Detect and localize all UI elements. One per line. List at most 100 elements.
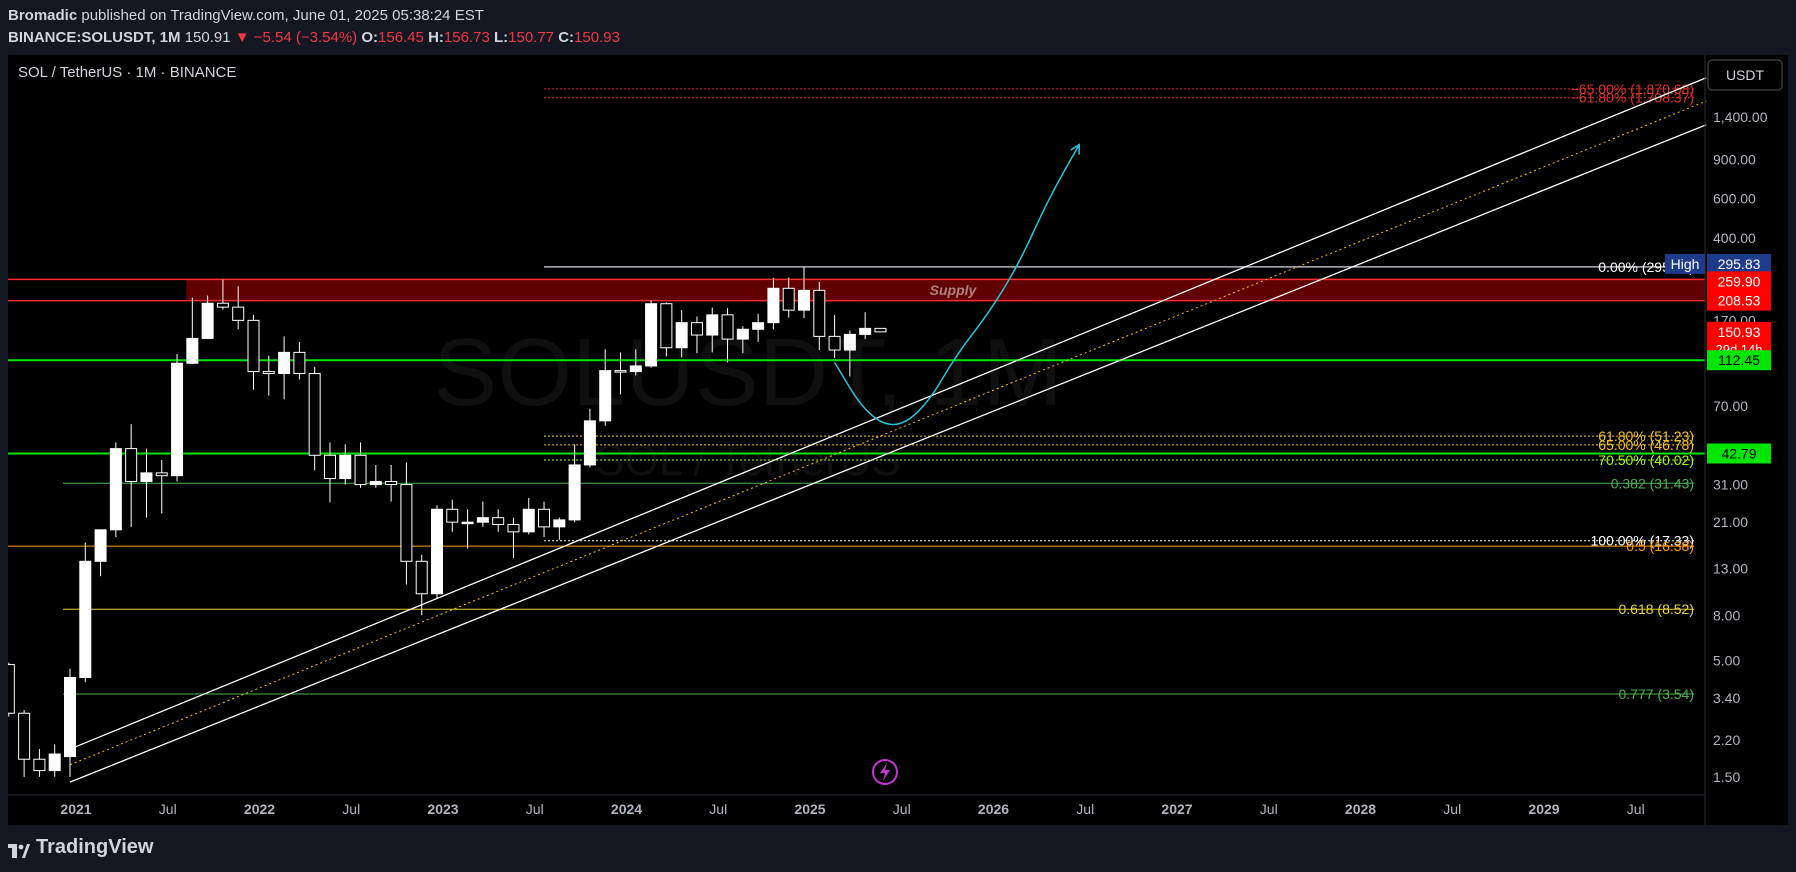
candle (2, 662, 15, 717)
candle (415, 554, 428, 616)
candle (538, 501, 551, 538)
channel-lower-line (69, 124, 1707, 783)
open-value: 156.45 (378, 29, 424, 46)
candle (446, 499, 459, 532)
chart-frame[interactable]: SOLUSDT, 1M SOL / TetherUS Supply −65.00… (2, 55, 1788, 825)
candle (369, 464, 382, 488)
time-tick-label: 2027 (1161, 801, 1192, 817)
candle-body (431, 508, 443, 595)
lightning-icon-bolt[interactable] (880, 763, 890, 781)
price-badge-tag: High (1671, 256, 1700, 272)
candle-body (369, 481, 382, 486)
price-tick-label: 600.00 (1713, 191, 1756, 207)
candle-body (155, 472, 168, 477)
candle-body (492, 517, 505, 525)
candle (660, 302, 673, 357)
candle (721, 308, 734, 363)
candle (339, 444, 352, 485)
price-tick-label: 400.00 (1713, 230, 1756, 246)
candle (125, 424, 138, 527)
candle-body (874, 327, 887, 333)
projection-arrowhead (1070, 143, 1081, 155)
candle (293, 341, 306, 380)
time-tick-label: 2025 (794, 801, 825, 817)
candle-body (247, 319, 260, 373)
candle-body (461, 521, 474, 525)
candle-body (522, 508, 535, 533)
candle (874, 327, 887, 333)
channel-mid-line (69, 100, 1707, 766)
candle-body (186, 337, 199, 364)
price-tick-label: 5.00 (1713, 653, 1740, 669)
time-tick-label: Jul (1443, 801, 1461, 817)
candle (767, 277, 780, 330)
price-badge: 259.90 (1707, 271, 1771, 292)
candle (629, 349, 642, 376)
candle (400, 462, 413, 585)
candle-body (538, 508, 551, 528)
close-value: 150.93 (574, 29, 620, 46)
candle-body (125, 448, 138, 483)
candle-body (843, 333, 856, 351)
candle (522, 497, 535, 535)
fib-label-0: −65.00% (1,870.68) (1571, 81, 1694, 97)
time-tick-label: Jul (709, 801, 727, 817)
candle (690, 316, 703, 354)
lightning-icon-ring[interactable] (872, 759, 898, 785)
candle-body (645, 303, 658, 367)
time-tick-label: Jul (1260, 801, 1278, 817)
candle-body (828, 335, 841, 351)
price-axis: 1,400.00900.00600.00400.00170.0070.0031.… (1713, 109, 1768, 785)
tradingview-logo[interactable]: TradingView (8, 836, 153, 859)
candle (782, 277, 795, 318)
lightning-icon[interactable] (872, 759, 898, 785)
fib-label-6: 100.00% (17.33) (1590, 533, 1694, 549)
supply-zone-layer: Supply (186, 279, 1705, 301)
currency-button-label[interactable]: USDT (1726, 67, 1765, 83)
currency-button[interactable]: USDT (1707, 59, 1783, 91)
author-name[interactable]: Bromadic (8, 7, 78, 24)
time-axis: 2021 Jul 2022 Jul 2023 Jul 2024 Jul 2025 Jul 2026 J… (60, 801, 1644, 817)
candle (262, 355, 275, 396)
price-badge-value: 112.45 (1718, 352, 1760, 368)
time-tick-label: Jul (342, 801, 360, 817)
candle (843, 330, 856, 377)
supply-zone (186, 279, 1705, 301)
candle (323, 442, 336, 503)
channel-layer (69, 77, 1707, 783)
candle-body (859, 327, 872, 335)
candle-body (293, 351, 306, 375)
candle-body (507, 523, 520, 533)
price-chart[interactable]: SOLUSDT, 1M SOL / TetherUS Supply −65.00… (2, 55, 1788, 825)
price-tick-label: 3.40 (1713, 690, 1740, 706)
candle-body (767, 287, 780, 324)
fib-label-3: 65.00% (46.78) (1598, 437, 1694, 453)
price-tick-label: 1,400.00 (1713, 109, 1768, 125)
low-label: L: (493, 29, 509, 46)
candles-layer (2, 266, 887, 777)
candle (155, 459, 168, 514)
candle (813, 281, 826, 351)
candle-body (232, 306, 245, 321)
candle (140, 448, 153, 518)
candle (354, 442, 367, 488)
candle (568, 444, 581, 523)
candle (33, 749, 46, 777)
low-value: 150.77 (508, 29, 555, 46)
candle (736, 326, 749, 354)
candle-body (216, 302, 229, 308)
candle (431, 505, 443, 599)
candle-body (752, 322, 765, 330)
price-tick-label: 1.50 (1713, 769, 1740, 785)
currency-button-box[interactable] (1707, 59, 1783, 91)
horizontal-levels-layer (8, 266, 1705, 455)
time-tick-label: 2023 (427, 801, 458, 817)
fib-label-9: 0.777 (3.54) (1619, 686, 1695, 702)
candle (645, 299, 658, 368)
candle (507, 517, 520, 558)
channel-upper-line (69, 77, 1707, 750)
fib-label-2: 61.80% (51.23) (1598, 428, 1694, 444)
fib-label-8: 0.618 (8.52) (1619, 601, 1695, 617)
candle-body (339, 454, 352, 480)
ohlc-line: BINANCE:SOLUSDT, 1M 150.91 ▼ −5.54 (−3.5… (8, 29, 620, 46)
